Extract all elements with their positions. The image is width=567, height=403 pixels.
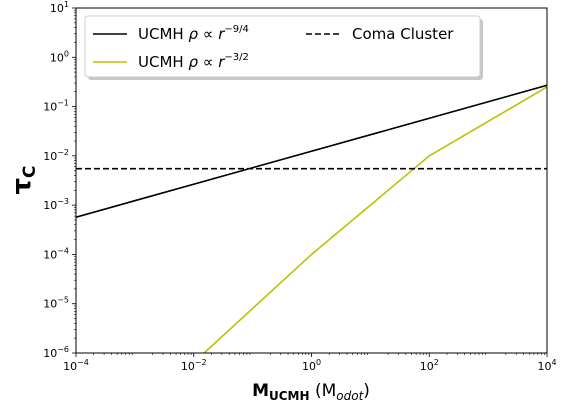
x-tick-label: 102 xyxy=(420,358,439,373)
series-layer xyxy=(76,84,547,353)
legend: UCMH ρ ∝ r−9/4 UCMH ρ ∝ r−3/2 Coma Clust… xyxy=(84,15,483,80)
y-tick-label: 10−4 xyxy=(43,246,69,261)
ticks-layer: 10−4 10−2 100 102 104 10−6 10−5 10−4 10−3 10−2 10−… xyxy=(43,0,556,373)
x-tick-label: 100 xyxy=(302,358,321,373)
y-tick-label: 10−2 xyxy=(43,148,69,163)
y-tick-label: 101 xyxy=(50,0,69,15)
y-tick-label: 10−1 xyxy=(43,99,69,114)
legend-entry-ucmh-9-4: UCMH ρ ∝ r−9/4 xyxy=(93,24,249,43)
legend-entry-ucmh-3-2: UCMH ρ ∝ r−3/2 xyxy=(93,52,249,71)
legend-entry-coma-cluster: Coma Cluster xyxy=(306,25,454,43)
y-tick-label: 10−6 xyxy=(43,345,69,360)
legend-label-ucmh-9-4: UCMH ρ ∝ r−9/4 xyxy=(138,24,249,43)
x-tick-label: 10−2 xyxy=(181,358,207,373)
legend-label-ucmh-3-2: UCMH ρ ∝ r−3/2 xyxy=(138,52,249,71)
y-tick-label: 100 xyxy=(50,49,69,64)
y-tick-label: 10−5 xyxy=(43,296,69,311)
x-tick-label: 10−4 xyxy=(63,358,89,373)
legend-box xyxy=(84,15,481,78)
y-axis-label: τC xyxy=(7,165,40,194)
legend-label-coma-cluster: Coma Cluster xyxy=(352,25,454,43)
series-line-0 xyxy=(76,84,547,218)
x-tick-label: 104 xyxy=(537,358,556,373)
y-tick-label: 10−3 xyxy=(43,197,69,212)
series-line-1 xyxy=(203,86,547,353)
x-axis-label: MUCMH (Modot) xyxy=(252,381,370,403)
